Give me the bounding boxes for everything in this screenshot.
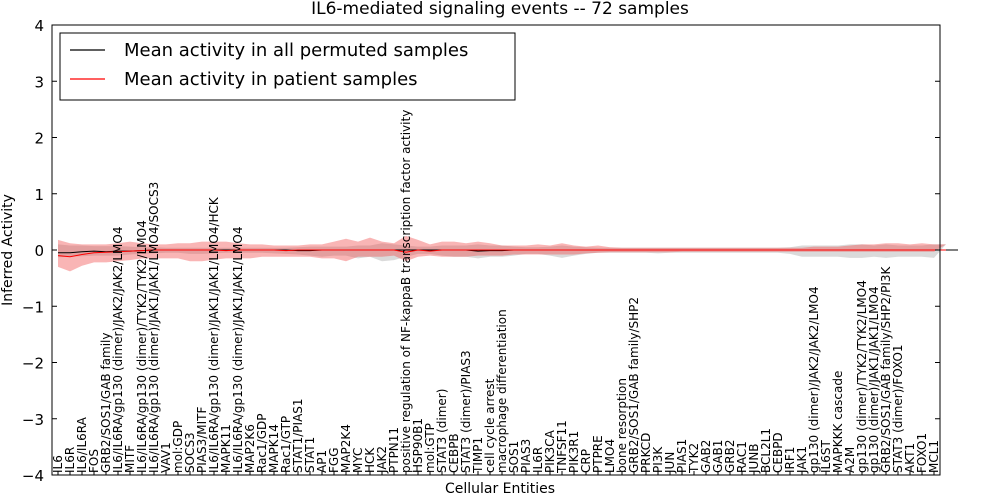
x-tick-label: MAPKKK cascade — [831, 371, 845, 473]
x-tick-label: A2M — [843, 447, 857, 473]
x-tick-label: MITF — [123, 445, 137, 473]
series-lines — [57, 249, 958, 258]
y-tick-label: 1 — [34, 186, 44, 204]
x-tick-label: gp130 (dimer)/JAK1/JAK1/LMO4 — [867, 286, 881, 473]
x-tick-label: FGG — [327, 448, 341, 474]
x-tick-label: TYK2 — [687, 443, 701, 474]
x-tick-label: PRKCD — [639, 433, 653, 473]
legend-label-patient: Mean activity in patient samples — [124, 69, 418, 90]
y-tick-label: −3 — [22, 411, 44, 429]
x-tick-label: CEBPD — [771, 432, 785, 473]
x-tick-label: GRB2/SOS1/GAB family/SHP2/PI3K — [879, 265, 893, 473]
x-tick-label: GRB2/SOS1/GAB family/SHP2 — [627, 297, 641, 473]
x-tick-label: IL6/IL6RA/gp130 (dimer)/JAK1/JAK1/LMO4 — [231, 227, 245, 473]
x-tick-label: JAK1 — [795, 446, 809, 474]
y-tick-label: 4 — [34, 17, 44, 35]
x-tick-label: PIAS3/MITF — [195, 406, 209, 473]
x-tick-label: GAB2 — [699, 440, 713, 473]
x-tick-label: GAB1 — [711, 440, 725, 473]
y-tick-label: −4 — [22, 467, 44, 485]
x-tick-label: GRB2/SOS1/GAB family — [99, 333, 113, 474]
x-tick-label: JAK2 — [375, 446, 389, 474]
legend-label-permuted: Mean activity in all permuted samples — [124, 40, 468, 61]
y-axis: −4 −3 −2 −1 0 1 2 3 4 — [22, 17, 940, 485]
x-tick-label: STAT3 (dimer)/FOXO1 — [891, 344, 905, 473]
x-tick-label: PIK3CA — [543, 429, 557, 473]
x-tick-label: PIAS3 — [519, 439, 533, 473]
x-tick-label: STAT1 — [303, 437, 317, 473]
x-tick-label: LMO4 — [603, 439, 617, 473]
x-tick-label: cell cycle arrest — [483, 378, 497, 473]
x-tick-label: AKT1 — [903, 443, 917, 473]
legend-box — [59, 32, 516, 101]
x-tick-label: HCK — [363, 447, 377, 473]
patient-mean-line — [57, 249, 946, 258]
chart-title: IL6-mediated signaling events -- 72 samp… — [311, 0, 689, 19]
x-tick-label: JUNB — [747, 443, 761, 474]
x-tick-label: IL6R — [63, 447, 77, 473]
x-tick-label: BCL2L1 — [759, 428, 773, 473]
x-tick-label: STAT3 (dimer) — [435, 389, 449, 473]
x-tick-label: CEBPB — [447, 433, 461, 473]
x-tick-label: mol:GTP — [423, 423, 437, 473]
x-tick-label: MCL1 — [927, 440, 941, 473]
x-tick-label: TNFSF11 — [555, 420, 569, 474]
x-tick-label: FOS — [87, 449, 101, 473]
x-tick-label: GRB2 — [723, 439, 737, 473]
x-tick-label: SOCS3 — [183, 432, 197, 473]
x-tick-label: MYC — [351, 448, 365, 473]
x-tick-label: Rac1/GDP — [255, 414, 269, 473]
x-tick-label: PTPRE — [591, 435, 605, 473]
x-axis-label: Cellular Entities — [445, 481, 555, 497]
patient-band — [58, 235, 946, 272]
x-tick-label: IRF1 — [783, 447, 797, 473]
y-tick-label: −2 — [22, 355, 44, 373]
x-tick-label: MAPK14 — [267, 424, 281, 473]
x-tick-label: SOS1 — [507, 441, 521, 473]
y-axis-label: Inferred Activity — [0, 194, 16, 306]
y-tick-label: 2 — [34, 130, 44, 148]
x-tick-label: PI3K — [651, 446, 665, 473]
y-tick-label: −1 — [22, 298, 44, 316]
x-tick-label: macrophage differentiation — [495, 309, 509, 473]
y-tick-label: 0 — [34, 242, 44, 260]
x-tick-label: PIK3R1 — [567, 431, 581, 473]
x-tick-label: bone resorption — [615, 378, 629, 473]
x-tick-label: PIAS1 — [675, 439, 689, 473]
x-tick-label: JUN — [663, 452, 677, 474]
x-tick-label: PTPN11 — [387, 427, 401, 473]
x-tick-label: positive regulation of NF-kappaB transcr… — [399, 110, 413, 473]
confidence-bands — [58, 235, 946, 272]
x-tick-label: mol:GDP — [171, 421, 185, 473]
x-tick-label: MAP2K6 — [243, 424, 257, 473]
permuted-band — [58, 243, 946, 262]
x-tick-label: FOXO1 — [915, 433, 929, 473]
x-tick-label: VAV1 — [159, 442, 173, 473]
x-tick-label: MAPK11 — [219, 424, 233, 473]
x-tick-label: IL6/IL6RA — [75, 416, 89, 473]
x-tick-label: IL6 — [51, 455, 65, 473]
x-tick-label: IL6R — [531, 447, 545, 473]
x-tick-label: IL6/IL6RA/gp130 (dimer)/JAK1/JAK1/LMO4/H… — [207, 196, 221, 473]
x-tick-label: CRP — [579, 449, 593, 473]
x-tick-label: gp130 (dimer)/JAK2/JAK2/LMO4 — [807, 286, 821, 473]
x-tick-label: IL6/IL6RA/gp130 (dimer)/JAK1/JAK1/LMO4/S… — [147, 182, 161, 473]
x-tick-label: TIMP1 — [471, 437, 485, 474]
x-tick-label: MAP2K4 — [339, 424, 353, 473]
x-tick-label: STAT3 (dimer)/PIAS3 — [459, 350, 473, 473]
legend: Mean activity in all permuted samples Me… — [59, 32, 516, 101]
y-tick-label: 3 — [34, 73, 44, 91]
x-tick-label: IL6/IL6RA/gp130 (dimer)/TYK2/TYK2/LMO4 — [135, 220, 149, 473]
x-tick-label: IL6/IL6RA/gp130 (dimer)/JAK2/JAK2/LMO4 — [111, 227, 125, 473]
x-tick-label: RAC1 — [735, 441, 749, 473]
x-tick-label: gp130 (dimer)/TYK2/TYK2/LMO4 — [855, 280, 869, 473]
x-tick-label: IL6ST — [819, 440, 833, 473]
x-tick-label: Rac1/GTP — [279, 416, 293, 473]
x-tick-label: HSP90B1 — [411, 418, 425, 473]
x-tick-label: STAT1/PIAS1 — [291, 398, 305, 473]
x-tick-label: AP1 — [315, 450, 329, 473]
